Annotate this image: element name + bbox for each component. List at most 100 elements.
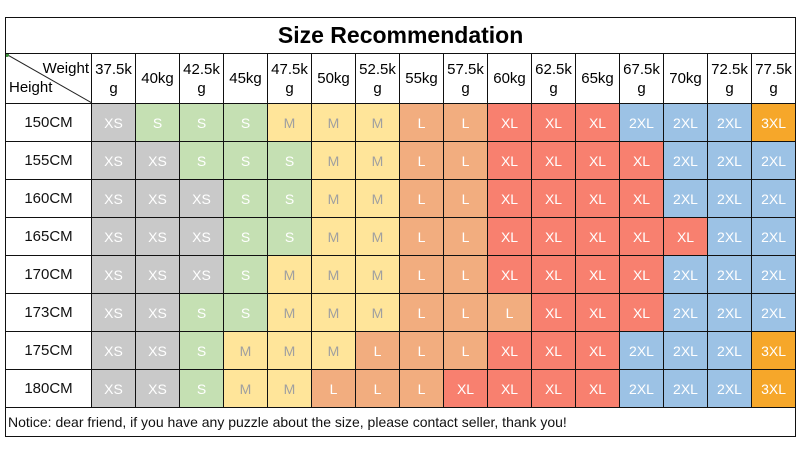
table-row: 173CM XS XS S S M M M L L L XL XL XL 2XL 2XL 2XL [5,293,797,332]
size-cell: XL [531,103,576,142]
size-cell: S [267,141,312,180]
size-cell: 2XL [750,293,797,332]
size-cell: M [311,255,356,294]
size-cell: XL [487,255,532,294]
size-cell: 2XL [750,179,797,218]
size-cell: 2XL [663,331,708,370]
weight-header: 60kg [487,53,532,104]
size-cell: XL [619,141,664,180]
size-cell: XS [91,141,136,180]
size-cell: XL [619,217,664,256]
size-cell: 3XL [750,369,797,408]
weight-header: 52.5k g [355,53,400,104]
size-cell: M [311,141,356,180]
size-cell: M [311,103,356,142]
size-cell: S [267,217,312,256]
size-cell: L [443,331,488,370]
size-cell: XS [135,179,180,218]
size-cell: XS [179,179,224,218]
size-cell: M [267,331,312,370]
size-cell: 2XL [619,369,664,408]
size-cell: S [223,103,268,142]
size-cell: XS [91,103,136,142]
size-cell: 2XL [707,255,752,294]
size-cell: XL [575,179,620,218]
size-cell: 2XL [750,141,797,180]
size-cell: 2XL [619,103,664,142]
height-label-cell: 173CM [5,293,92,332]
size-cell: XL [619,255,664,294]
size-cell: S [223,141,268,180]
size-cell: M [311,179,356,218]
weight-header: 40kg [135,53,180,104]
size-cell: S [223,293,268,332]
size-cell: XL [487,179,532,218]
size-cell: 2XL [750,217,797,256]
weight-header: 55kg [399,53,444,104]
size-cell: L [443,293,488,332]
size-cell: 2XL [707,103,752,142]
size-cell: XS [91,293,136,332]
table-row: 150CM XS S S S M M M L L XL XL XL 2XL 2XL 2XL 3XL [5,103,797,142]
size-cell: 2XL [707,179,752,218]
weight-header: 50kg [311,53,356,104]
weight-header: 42.5k g [179,53,224,104]
size-cell: L [443,141,488,180]
size-cell: XL [531,141,576,180]
size-cell: XL [575,217,620,256]
table-row: 155CM XS XS S S S M M L L XL XL XL XL 2XL 2XL 2XL [5,141,797,180]
size-cell: XL [575,141,620,180]
size-cell: M [311,293,356,332]
size-cell: L [399,331,444,370]
size-cell: L [355,369,400,408]
height-label-cell: 160CM [5,179,92,218]
size-cell: M [355,293,400,332]
size-cell: XL [531,331,576,370]
size-cell: M [267,103,312,142]
size-cell: M [355,217,400,256]
size-cell: 2XL [663,103,708,142]
size-cell: L [399,179,444,218]
table-row: 180CM XS XS S M M L L L XL XL XL XL 2XL 2XL 2XL 3XL [5,369,797,408]
weight-header: 70kg [663,53,708,104]
size-cell: S [267,179,312,218]
size-cell: XL [531,369,576,408]
size-cell: L [399,369,444,408]
size-cell: M [311,331,356,370]
size-cell: L [443,255,488,294]
size-cell: XL [575,255,620,294]
height-label: Height [9,79,53,96]
size-cell: 2XL [707,369,752,408]
size-cell: M [267,255,312,294]
size-cell: XS [135,255,180,294]
size-cell: M [355,103,400,142]
size-cell: S [223,217,268,256]
size-cell: XL [575,331,620,370]
size-cell: 2XL [750,255,797,294]
size-cell: XL [531,255,576,294]
table-row: 175CM XS XS S M M M L L L XL XL XL 2XL 2XL 2XL 3XL [5,331,797,370]
size-cell: M [355,141,400,180]
size-cell: M [355,179,400,218]
size-cell: S [135,103,180,142]
size-cell: XL [443,369,488,408]
size-cell: 2XL [663,255,708,294]
size-cell: S [179,141,224,180]
size-cell: L [355,331,400,370]
size-cell: XL [619,293,664,332]
size-cell: L [443,103,488,142]
size-cell: XS [135,141,180,180]
weight-header: 45kg [223,53,268,104]
size-cell: XL [663,217,708,256]
size-cell: 3XL [750,331,797,370]
size-cell: XL [487,141,532,180]
size-cell: XL [531,217,576,256]
weight-header: 37.5k g [91,53,136,104]
size-cell: M [267,293,312,332]
size-cell: XL [487,103,532,142]
size-cell: M [311,217,356,256]
size-cell: 3XL [750,103,797,142]
size-cell: XS [135,331,180,370]
size-cell: XS [135,217,180,256]
table-row: 165CM XS XS XS S S M M L L XL XL XL XL XL 2XL 2XL [5,217,797,256]
